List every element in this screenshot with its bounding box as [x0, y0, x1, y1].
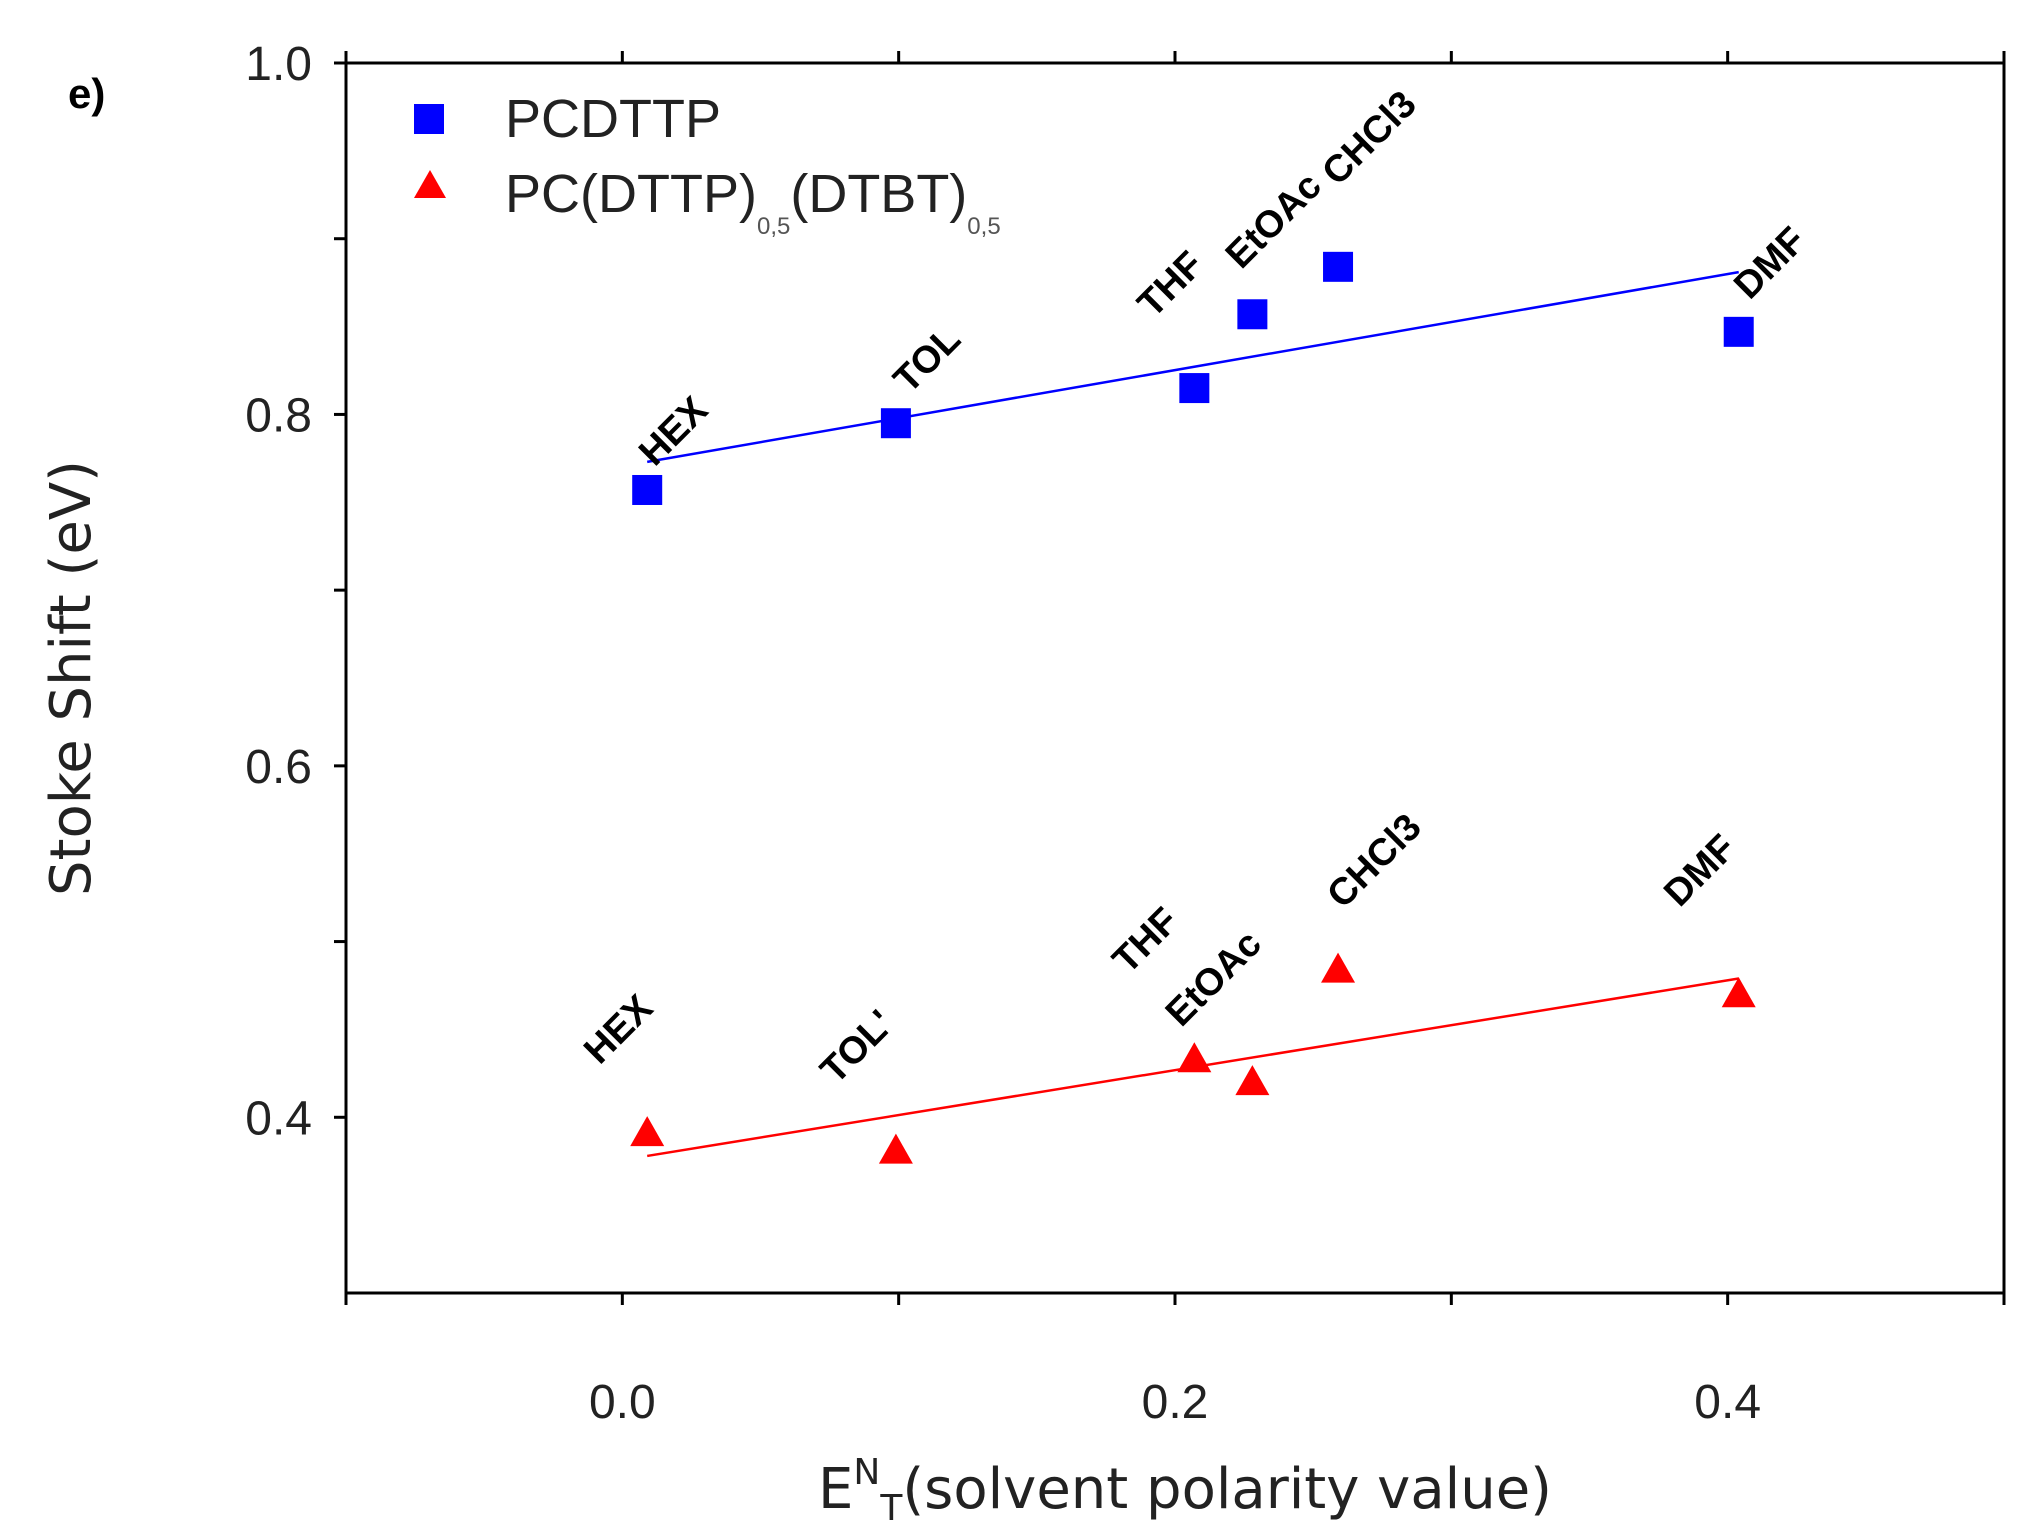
point-label-series-0-point-4: CHCl3 — [1314, 83, 1424, 193]
point-label-series-1-point-5: DMF — [1656, 827, 1744, 915]
marker-series-1-point-0 — [630, 1116, 665, 1147]
marker-series-1-point-1 — [878, 1133, 913, 1164]
marker-series-0-point-5 — [1723, 316, 1754, 347]
legend: PCDTTP PC(DTTP)0,5(DTBT)0,5 — [414, 89, 1001, 240]
y-tick-label-3: 1.0 — [245, 38, 312, 91]
marker-series-1-point-3 — [1235, 1065, 1270, 1096]
marker-series-0-point-2 — [1179, 373, 1210, 404]
data-markers — [630, 251, 1756, 1164]
point-label-series-0-point-3: EtOAc — [1218, 165, 1330, 277]
point-label-series-0-point-5: DMF — [1726, 219, 1814, 307]
point-label-series-1-point-1: TOL' — [813, 1003, 902, 1092]
marker-series-1-point-2 — [1177, 1042, 1212, 1073]
legend-name-part-2: (DTBT) — [790, 164, 967, 224]
y-tick-label-2: 0.8 — [245, 389, 312, 442]
x-tick-label-1: 0.2 — [1142, 1376, 1209, 1429]
y-tick-label-0: 0.4 — [245, 1092, 312, 1145]
marker-series-0-point-1 — [880, 408, 911, 439]
x-axis-title-sup: N — [853, 1452, 880, 1493]
x-axis-title-main: E — [818, 1457, 853, 1522]
legend-marker-pcdttp-dtbt — [414, 170, 446, 198]
legend-name-part-1: PC(DTTP) — [505, 164, 757, 224]
marker-series-0-point-0 — [632, 474, 663, 505]
legend-label-pcdttp-dtbt: PC(DTTP)0,5(DTBT)0,5 — [505, 164, 1001, 240]
point-label-series-0-point-2: THF — [1130, 244, 1212, 326]
point-label-series-0-point-1: TOL — [886, 318, 969, 401]
x-tick-label-2: 0.4 — [1694, 1376, 1761, 1429]
point-label-series-1-point-0: HEX — [576, 987, 661, 1072]
legend-name-sub-2: 0,5 — [967, 213, 1000, 240]
legend-marker-pcdttp — [414, 104, 444, 134]
point-label-series-0-point-0: HEX — [631, 389, 716, 474]
fit-line-series-0 — [646, 270, 1739, 464]
x-axis-title: ENT(solvent polarity value) — [818, 1452, 1552, 1529]
marker-series-1-point-5 — [1721, 977, 1756, 1008]
marker-series-1-point-4 — [1321, 952, 1356, 983]
point-label-series-1-point-2: THF — [1105, 900, 1187, 982]
x-tick-label-0: 0.0 — [589, 1376, 656, 1429]
y-tick-label-1: 0.6 — [245, 741, 312, 794]
legend-label-pcdttp: PCDTTP — [505, 89, 721, 149]
marker-series-0-point-3 — [1237, 299, 1268, 330]
point-label-series-1-point-4: CHCl3 — [1319, 806, 1429, 916]
x-axis-title-rest: (solvent polarity value) — [902, 1457, 1552, 1522]
y-axis-title: Stoke Shift (eV) — [39, 460, 104, 896]
panel-label: e) — [68, 70, 105, 117]
marker-series-0-point-4 — [1323, 251, 1354, 282]
x-axis-title-sub: T — [879, 1488, 903, 1529]
legend-name-sub-1: 0,5 — [757, 213, 790, 240]
axis-ticks: 0.0 0.2 0.4 0.4 0.6 0.8 1.0 — [245, 38, 2006, 1429]
